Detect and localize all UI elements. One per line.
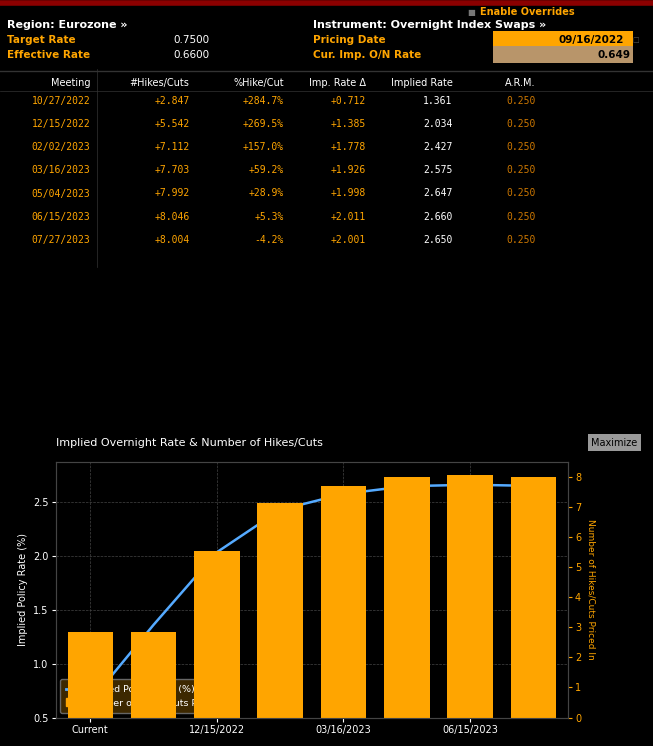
Text: 2.650: 2.650 <box>423 235 453 245</box>
Text: Instrument: Overnight Index Swaps »: Instrument: Overnight Index Swaps » <box>313 20 547 30</box>
Text: Imp. Rate Δ: Imp. Rate Δ <box>309 78 366 87</box>
Text: Region: Eurozone »: Region: Eurozone » <box>7 20 127 30</box>
Text: 0.649: 0.649 <box>597 50 631 60</box>
Text: %Hike/Cut: %Hike/Cut <box>233 78 284 87</box>
Text: 2.647: 2.647 <box>423 189 453 198</box>
Text: +1.926: +1.926 <box>330 166 366 175</box>
Text: ■: ■ <box>467 7 475 16</box>
Text: 10/27/2022: 10/27/2022 <box>31 95 90 106</box>
Y-axis label: Number of Hikes/Cuts Priced In: Number of Hikes/Cuts Priced In <box>586 519 595 660</box>
Text: 0.250: 0.250 <box>506 212 535 222</box>
Bar <box>131 632 176 718</box>
Text: 02/02/2023: 02/02/2023 <box>31 142 90 152</box>
Text: □: □ <box>632 37 639 43</box>
Text: 2.034: 2.034 <box>423 119 453 129</box>
Text: +5.3%: +5.3% <box>255 212 284 222</box>
Text: Implied Overnight Rate & Number of Hikes/Cuts: Implied Overnight Rate & Number of Hikes… <box>56 437 323 448</box>
Text: +1.998: +1.998 <box>330 189 366 198</box>
Bar <box>321 486 366 718</box>
Text: A.R.M.: A.R.M. <box>505 78 535 87</box>
Text: 03/16/2023: 03/16/2023 <box>31 166 90 175</box>
Text: +7.112: +7.112 <box>154 142 189 152</box>
Text: +2.001: +2.001 <box>330 235 366 245</box>
Text: 2.660: 2.660 <box>423 212 453 222</box>
Text: +7.703: +7.703 <box>154 166 189 175</box>
Text: 0.250: 0.250 <box>506 142 535 152</box>
Text: 07/27/2023: 07/27/2023 <box>31 235 90 245</box>
Text: 0.250: 0.250 <box>506 119 535 129</box>
Text: +0.712: +0.712 <box>330 95 366 106</box>
Bar <box>493 46 633 63</box>
Text: 06/15/2023: 06/15/2023 <box>31 212 90 222</box>
Text: -4.2%: -4.2% <box>255 235 284 245</box>
Text: Meeting: Meeting <box>51 78 90 87</box>
Text: +28.9%: +28.9% <box>249 189 284 198</box>
Y-axis label: Implied Policy Rate (%): Implied Policy Rate (%) <box>18 533 27 646</box>
Text: +1.385: +1.385 <box>330 119 366 129</box>
Text: 0.250: 0.250 <box>506 235 535 245</box>
Text: +157.0%: +157.0% <box>243 142 284 152</box>
Text: +5.542: +5.542 <box>154 119 189 129</box>
Text: +1.778: +1.778 <box>330 142 366 152</box>
Text: +7.992: +7.992 <box>154 189 189 198</box>
Bar <box>511 477 556 718</box>
Text: 09/16/2022: 09/16/2022 <box>558 34 624 45</box>
Legend: Implied Policy Rate (%), Number of Hikes/Cuts Priced In: Implied Policy Rate (%), Number of Hikes… <box>60 680 238 713</box>
Text: +8.046: +8.046 <box>154 212 189 222</box>
Text: 0.250: 0.250 <box>506 166 535 175</box>
Text: +2.011: +2.011 <box>330 212 366 222</box>
Text: Target Rate: Target Rate <box>7 34 75 45</box>
Bar <box>384 477 430 718</box>
Text: 2.427: 2.427 <box>423 142 453 152</box>
Text: Maximize: Maximize <box>591 437 637 448</box>
Bar <box>257 504 303 718</box>
Text: 0.7500: 0.7500 <box>173 34 209 45</box>
Text: +59.2%: +59.2% <box>249 166 284 175</box>
Bar <box>67 632 113 718</box>
Text: Implied Rate: Implied Rate <box>390 78 453 87</box>
Text: 2.575: 2.575 <box>423 166 453 175</box>
Text: +2.847: +2.847 <box>154 95 189 106</box>
Text: #Hikes/Cuts: #Hikes/Cuts <box>129 78 189 87</box>
Text: 0.250: 0.250 <box>506 95 535 106</box>
Text: 0.6600: 0.6600 <box>173 50 209 60</box>
Text: 05/04/2023: 05/04/2023 <box>31 189 90 198</box>
Text: 1.361: 1.361 <box>423 95 453 106</box>
Text: +8.004: +8.004 <box>154 235 189 245</box>
Text: Pricing Date: Pricing Date <box>313 34 386 45</box>
Text: Cur. Imp. O/N Rate: Cur. Imp. O/N Rate <box>313 50 422 60</box>
Bar <box>194 551 240 718</box>
Text: +269.5%: +269.5% <box>243 119 284 129</box>
Text: 0.250: 0.250 <box>506 189 535 198</box>
Text: 12/15/2022: 12/15/2022 <box>31 119 90 129</box>
Bar <box>447 475 493 718</box>
Text: Effective Rate: Effective Rate <box>7 50 89 60</box>
Text: Enable Overrides: Enable Overrides <box>480 7 575 17</box>
Text: +284.7%: +284.7% <box>243 95 284 106</box>
Bar <box>493 31 633 48</box>
